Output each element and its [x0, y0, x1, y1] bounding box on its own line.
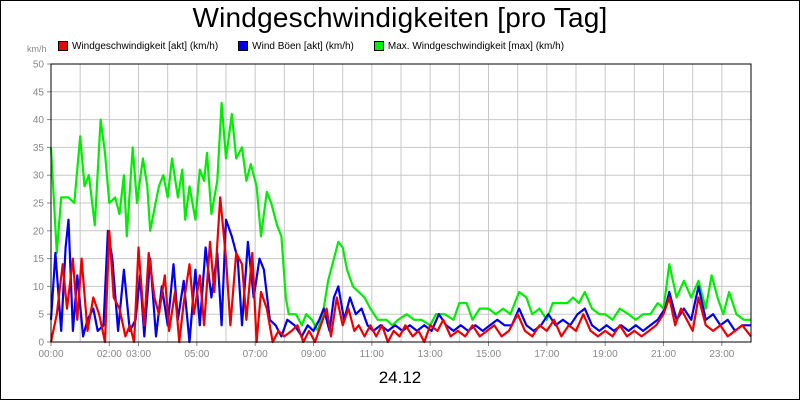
y-tick-label: 15	[33, 254, 45, 265]
x-tick-label: 17:00	[534, 349, 559, 360]
y-tick-label: 50	[33, 60, 45, 71]
plot-border	[50, 63, 752, 343]
x-tick-label: 23:00	[709, 349, 734, 360]
y-tick-label: 5	[38, 310, 44, 321]
series-line-max	[49, 101, 751, 332]
x-tick-label: 21:00	[651, 349, 676, 360]
x-tick-label: 00:00	[38, 349, 63, 360]
legend-item-max: Max. Windgeschwindigkeit [max] (km/h)	[373, 39, 565, 53]
x-tick-label: 07:00	[243, 349, 268, 360]
y-tick-label: 10	[33, 282, 45, 293]
chart-title: Windgeschwindigkeiten [pro Tag]	[192, 2, 608, 33]
series-line-akt	[49, 196, 752, 344]
x-axis-date-label: 24.12	[378, 368, 422, 387]
y-tick-label: 30	[33, 171, 45, 182]
y-tick-label: 20	[33, 226, 45, 237]
x-tick-label: 11:00	[360, 349, 385, 360]
legend-label-akt: Windgeschwindigkeit [akt] (km/h)	[72, 40, 219, 52]
legend: Windgeschwindigkeit [akt] (km/h) Wind Bö…	[58, 39, 564, 53]
y-tick-label: 40	[33, 115, 45, 126]
x-tick-label: 03:00	[126, 349, 151, 360]
legend-label-max: Max. Windgeschwindigkeit [max] (km/h)	[387, 40, 565, 52]
y-tick-label: 45	[33, 87, 45, 98]
y-tick-label: 25	[33, 199, 45, 210]
y-tick-label: 35	[33, 143, 45, 154]
x-tick-label: 05:00	[184, 349, 209, 360]
x-tick-label: 09:00	[301, 349, 326, 360]
legend-label-boeen: Wind Böen [akt] (km/h)	[252, 40, 354, 52]
x-tick-label: 15:00	[476, 349, 501, 360]
x-tick-label: 02:00	[97, 349, 122, 360]
y-tick-label: 0	[38, 338, 44, 349]
legend-swatch-boeen	[238, 41, 249, 51]
x-tick-label: 13:00	[418, 349, 443, 360]
legend-item-boeen: Wind Böen [akt] (km/h)	[238, 39, 354, 53]
legend-swatch-akt	[58, 41, 68, 51]
x-tick-label: 19:00	[593, 349, 618, 360]
legend-swatch-max	[373, 41, 384, 51]
legend-item-akt: Windgeschwindigkeit [akt] (km/h)	[58, 39, 218, 53]
y-axis-unit-label: km/h	[27, 44, 47, 54]
